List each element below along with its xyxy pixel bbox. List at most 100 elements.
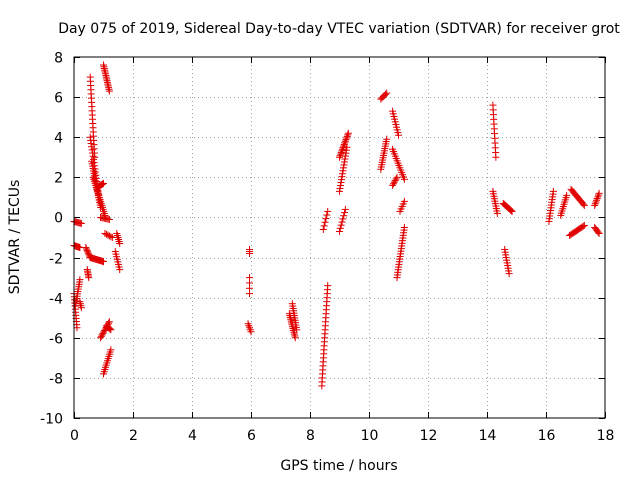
x-tick-label: 14: [479, 428, 497, 444]
data-point: [321, 218, 329, 226]
data-point: [337, 221, 345, 229]
data-point: [343, 132, 351, 140]
data-point: [580, 221, 588, 229]
y-tick-labels: -10 -8 -6 -4 -2 0 2 4 6 8: [40, 51, 63, 428]
data-point: [101, 326, 109, 334]
data-point: [83, 246, 91, 254]
data-point: [344, 129, 352, 137]
data-point: [246, 250, 254, 258]
data-point: [319, 225, 327, 233]
data-point: [105, 87, 113, 95]
y-tick-label: 6: [54, 91, 63, 107]
y-tick-label: -10: [40, 412, 63, 428]
data-point: [591, 200, 599, 208]
grid-lines: [74, 57, 605, 418]
data-point: [116, 266, 124, 274]
data-point: [107, 346, 115, 354]
x-tick-label: 8: [306, 428, 315, 444]
data-point: [591, 201, 599, 209]
data-point: [392, 175, 400, 183]
data-point: [246, 290, 254, 298]
data-point: [105, 318, 113, 326]
data-point: [291, 334, 299, 342]
data-point: [338, 218, 346, 226]
y-tick-label: -8: [49, 372, 63, 388]
data-point: [400, 197, 408, 205]
data-point: [341, 139, 349, 147]
data-point: [247, 328, 255, 336]
data-point: [105, 215, 113, 223]
data-point: [506, 206, 514, 214]
x-tick-label: 18: [597, 428, 615, 444]
x-tick-label: 2: [129, 428, 138, 444]
data-point: [84, 248, 92, 256]
data-point: [341, 209, 349, 217]
data-point: [97, 334, 105, 342]
data-point: [344, 131, 352, 139]
data-point: [341, 137, 349, 145]
plot-frame: [73, 56, 606, 419]
data-point: [343, 134, 351, 142]
data-point: [341, 205, 349, 213]
data-point: [595, 189, 603, 197]
data-point: [505, 270, 513, 278]
chart-title: Day 075 of 2019, Sidereal Day-to-day VTE…: [58, 21, 620, 37]
data-point: [100, 258, 107, 266]
data-point: [390, 178, 398, 186]
x-axis-label: GPS time / hours: [280, 458, 397, 474]
data-point: [323, 211, 331, 219]
data-point: [400, 175, 408, 183]
data-point: [508, 207, 516, 215]
data-point: [85, 274, 93, 282]
x-tick-label: 12: [420, 428, 438, 444]
data-point: [293, 326, 301, 334]
x-tick-label: 4: [188, 428, 197, 444]
data-point: [594, 228, 602, 236]
data-point: [82, 244, 90, 252]
y-tick-label: 4: [54, 131, 63, 147]
y-tick-label: -4: [49, 292, 63, 308]
data-point: [340, 142, 348, 150]
y-tick-label: 0: [54, 211, 63, 227]
data-point: [116, 240, 124, 248]
data-point: [579, 200, 587, 208]
y-tick-label: -6: [49, 332, 63, 348]
y-tick-label: 8: [54, 51, 63, 67]
data-point: [507, 207, 515, 215]
data-point: [100, 179, 107, 187]
data-point: [593, 196, 601, 204]
x-tick-label: 10: [361, 428, 379, 444]
data-point: [107, 233, 115, 241]
data-point: [579, 222, 587, 230]
data-point: [73, 324, 81, 332]
data-point: [400, 223, 408, 231]
data-point: [98, 180, 106, 188]
data-point: [99, 180, 107, 188]
data-point: [340, 212, 348, 220]
data-point: [342, 136, 350, 144]
data-point: [97, 332, 105, 340]
x-tick-label: 16: [538, 428, 556, 444]
y-tick-label: -2: [49, 252, 63, 268]
data-point: [580, 201, 588, 209]
data-point: [82, 245, 90, 253]
data-points: [70, 61, 603, 390]
data-point: [338, 145, 346, 153]
data-point: [77, 219, 85, 227]
data-point: [395, 131, 402, 139]
data-point: [337, 150, 345, 158]
data-point: [320, 222, 328, 230]
x-tick-labels: 0 2 4 6 8 10 12 14 16 18: [70, 428, 614, 444]
data-point: [563, 191, 571, 199]
y-tick-label: 2: [54, 171, 63, 187]
data-point: [77, 304, 85, 312]
data-point: [98, 331, 106, 339]
data-point: [76, 244, 84, 252]
data-point: [336, 227, 343, 235]
data-point: [389, 181, 397, 189]
x-tick-label: 0: [70, 428, 79, 444]
data-point: [383, 89, 391, 97]
data-point: [595, 229, 603, 237]
